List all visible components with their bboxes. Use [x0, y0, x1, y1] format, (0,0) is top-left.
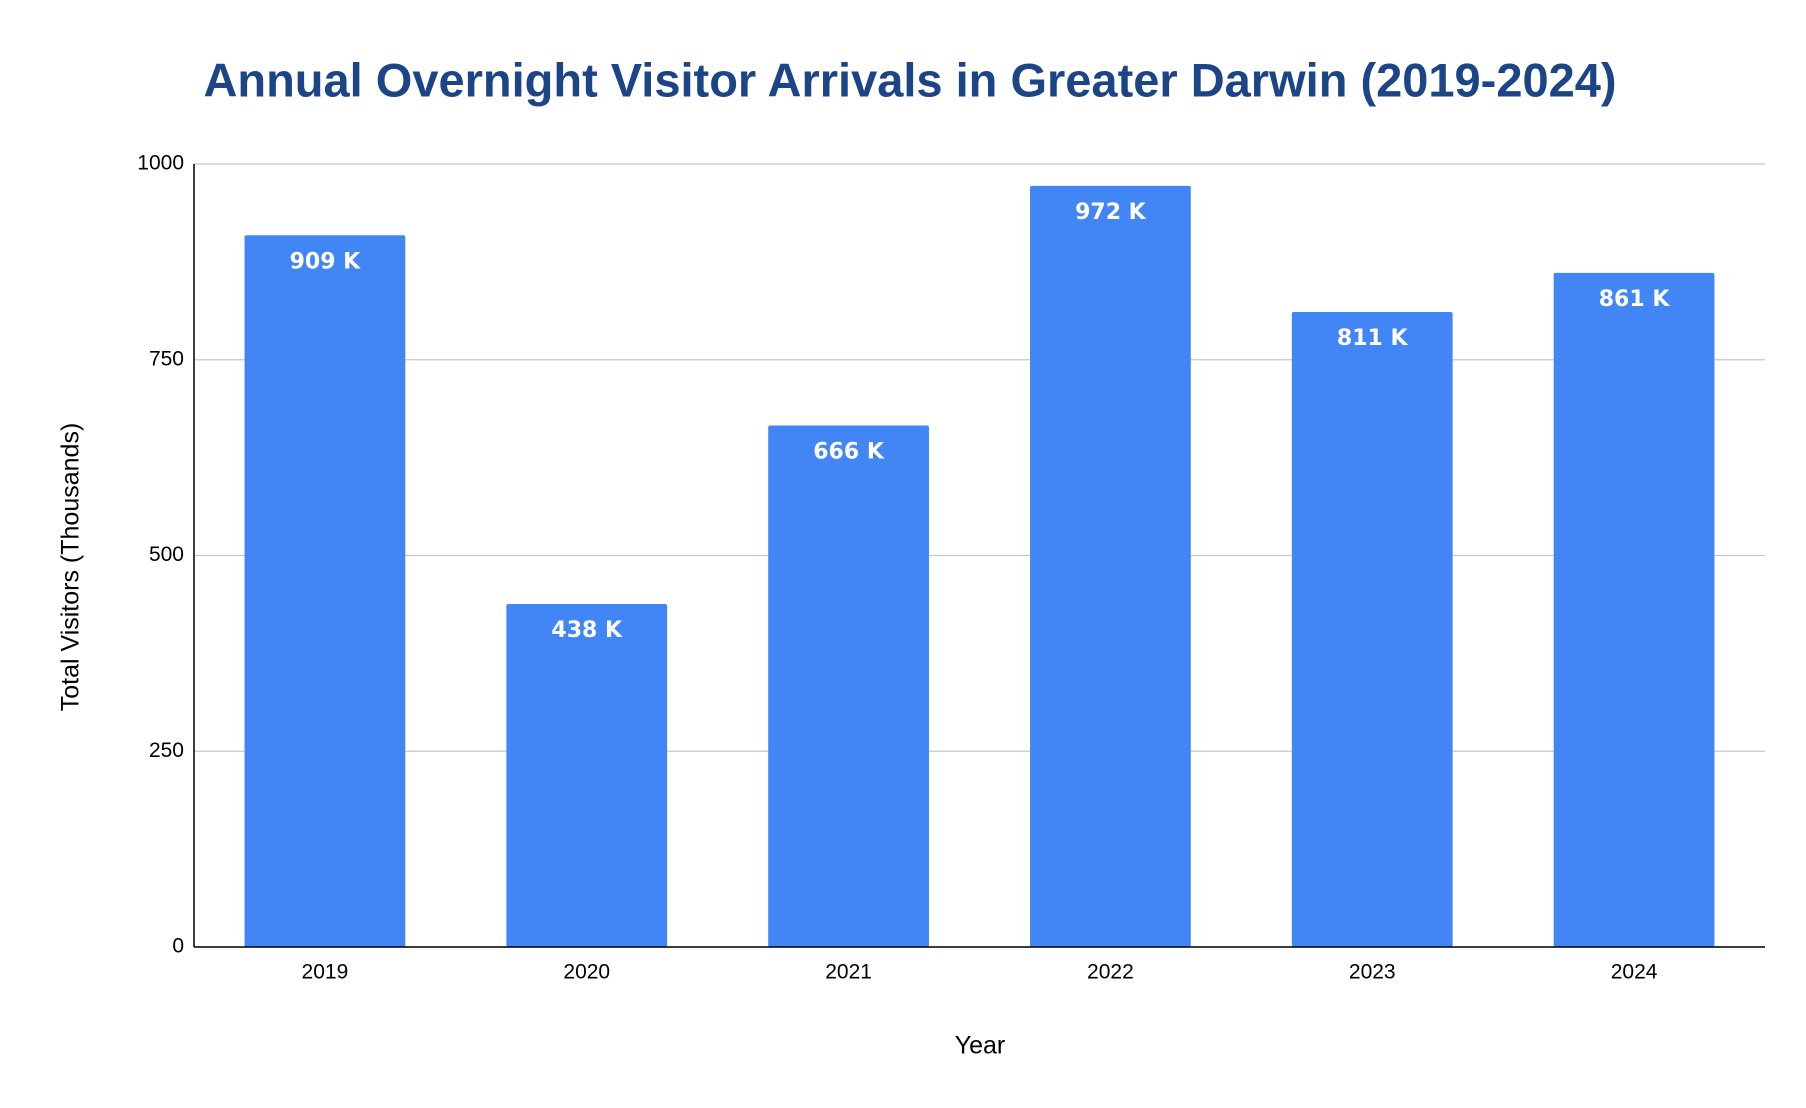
bar: [768, 425, 929, 948]
y-tick-label: 0: [172, 935, 184, 958]
data-label: 972 K: [1075, 200, 1147, 225]
data-label: 909 K: [290, 249, 362, 274]
x-tick-label: 2024: [1611, 961, 1658, 984]
y-tick-label: 750: [149, 347, 184, 370]
bar: [1291, 311, 1453, 947]
x-axis-title: Year: [955, 1032, 1006, 1060]
x-tick-label: 2021: [825, 961, 872, 984]
bar: [244, 235, 406, 948]
x-tick-label: 2019: [302, 961, 349, 984]
bar: [1030, 185, 1191, 947]
x-tick-label: 2022: [1087, 961, 1134, 984]
data-label: 666 K: [813, 440, 885, 465]
data-label: 438 K: [551, 618, 623, 643]
y-axis-title: Total Visitors (Thousands): [57, 423, 85, 712]
x-tick-label: 2023: [1349, 961, 1396, 984]
y-tick-label: 250: [149, 739, 184, 762]
y-tick-label: 500: [149, 543, 184, 566]
bar: [1553, 272, 1715, 947]
data-label: 861 K: [1599, 287, 1671, 312]
chart-title: Annual Overnight Visitor Arrivals in Gre…: [203, 53, 1616, 106]
x-tick-label: 2020: [563, 961, 610, 984]
data-label: 811 K: [1337, 326, 1409, 351]
y-tick-label: 1000: [137, 152, 184, 175]
bar: [506, 604, 668, 947]
